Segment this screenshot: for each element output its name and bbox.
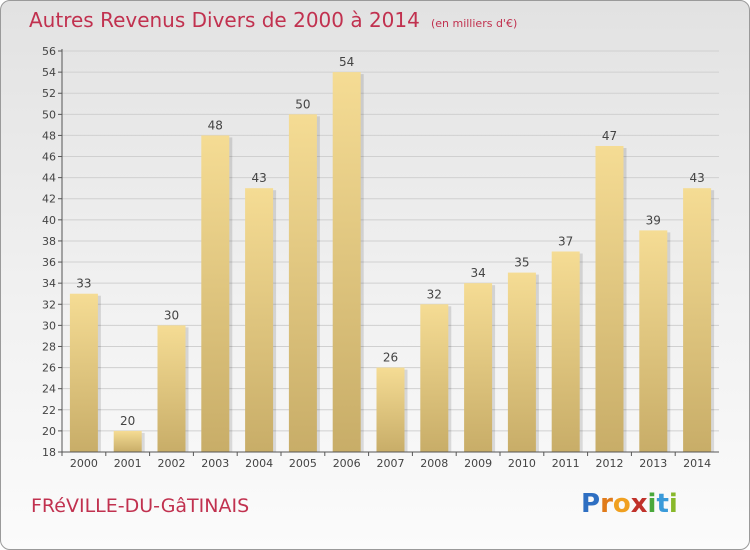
y-tick-label: 32	[42, 298, 56, 311]
logo-letter: o	[612, 489, 631, 519]
x-tick-label: 2000	[70, 457, 98, 470]
y-tick-label: 40	[42, 214, 56, 227]
logo-letter: P	[581, 489, 601, 519]
bar-2007	[376, 367, 405, 452]
bar-2002	[157, 325, 186, 452]
x-tick-label: 2011	[552, 457, 580, 470]
axes: 18 20 22 24 26 28 30 32 34 36 38 40 42 44 46 48 50 52 54 56…	[42, 45, 719, 470]
x-tick-label: 2004	[245, 457, 273, 470]
bar-2004	[245, 188, 274, 452]
y-tick-label: 56	[42, 45, 56, 58]
data-label: 39	[646, 213, 661, 227]
data-label: 26	[383, 351, 398, 365]
y-tick-label: 48	[42, 129, 56, 142]
bar-2013	[639, 230, 668, 452]
x-tick-label: 2005	[289, 457, 317, 470]
y-tick-label: 18	[42, 446, 56, 459]
bar-2009	[464, 283, 493, 452]
x-tick-label: 2003	[201, 457, 229, 470]
chart-title: Autres Revenus Divers de 2000 à 2014	[29, 8, 420, 32]
y-tick-label: 46	[42, 151, 56, 164]
y-tick-label: 50	[42, 108, 56, 121]
data-label: 32	[427, 287, 442, 301]
y-tick-label: 24	[42, 383, 56, 396]
x-tick-label: 2002	[158, 457, 186, 470]
y-tick-label: 44	[42, 172, 56, 185]
bar-2005	[288, 114, 317, 452]
y-tick-label: 34	[42, 277, 56, 290]
data-label: 54	[339, 55, 354, 69]
x-tick-label: 2007	[377, 457, 405, 470]
data-label: 43	[251, 171, 266, 185]
data-label: 33	[76, 277, 91, 291]
x-tick-label: 2001	[114, 457, 142, 470]
proxiti-logo: Proxiti	[581, 489, 678, 519]
bar-2011	[551, 251, 580, 452]
logo-letter: i	[668, 489, 678, 519]
data-label: 50	[295, 97, 310, 111]
y-tick-label: 36	[42, 256, 56, 269]
x-tick-label: 2006	[333, 457, 361, 470]
data-label: 48	[208, 118, 223, 132]
bar-2008	[420, 304, 449, 452]
logo-letter: r	[600, 489, 613, 519]
x-tick-label: 2008	[420, 457, 448, 470]
logo-letter: x	[630, 489, 648, 519]
x-tick-label: 2010	[508, 457, 536, 470]
title-block: Autres Revenus Divers de 2000 à 2014 (en…	[29, 8, 517, 32]
town-name: FRéVILLE-DU-GâTINAIS	[31, 495, 250, 517]
y-tick-label: 22	[42, 404, 56, 417]
data-label: 43	[689, 171, 704, 185]
data-label: 37	[558, 235, 573, 249]
data-label: 47	[602, 129, 617, 143]
y-tick-label: 38	[42, 235, 56, 248]
bar-2006	[332, 72, 361, 453]
logo-letter: t	[656, 489, 669, 519]
bar-2003	[201, 135, 230, 452]
x-tick-label: 2013	[639, 457, 667, 470]
bar-2014	[683, 188, 712, 452]
y-tick-label: 20	[42, 425, 56, 438]
data-label: 20	[120, 414, 135, 428]
y-tick-label: 54	[42, 66, 56, 79]
x-tick-label: 2012	[596, 457, 624, 470]
y-tick-label: 52	[42, 87, 56, 100]
data-label: 35	[514, 256, 529, 270]
chart-subtitle: (en milliers d'€)	[430, 17, 518, 30]
bar-2001	[113, 430, 142, 452]
bar-2000	[69, 293, 98, 452]
data-label: 30	[164, 308, 179, 322]
data-label: 34	[470, 266, 485, 280]
y-tick-label: 26	[42, 362, 56, 375]
y-tick-label: 28	[42, 340, 56, 353]
bar-2012	[595, 145, 624, 452]
bars: 33 20 30 48 43 50 54 26 32 34 35 37 47 39 43	[69, 55, 715, 453]
y-tick-label: 30	[42, 319, 56, 332]
y-tick-label: 42	[42, 193, 56, 206]
x-tick-label: 2009	[464, 457, 492, 470]
bar-2010	[507, 272, 536, 452]
logo-letter: i	[647, 489, 657, 519]
x-tick-label: 2014	[683, 457, 711, 470]
